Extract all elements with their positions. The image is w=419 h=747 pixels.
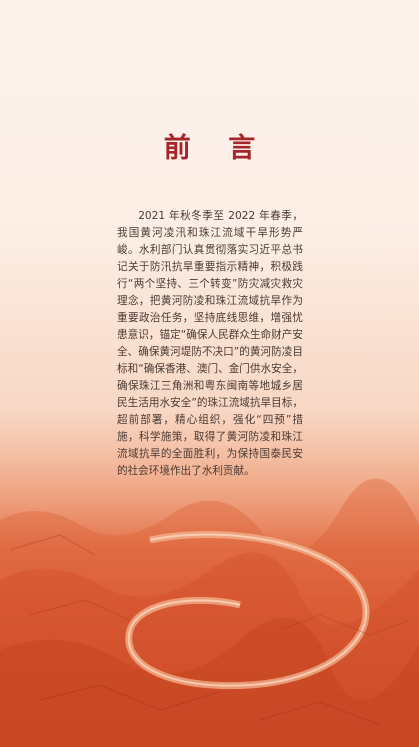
river-terrain-background — [0, 430, 419, 747]
preface-paragraph: 2021 年秋冬季至 2022 年春季，我国黄河凌汛和珠江流域干旱形势严峻。水利… — [117, 210, 303, 477]
page-title: 前 言 — [163, 133, 270, 164]
